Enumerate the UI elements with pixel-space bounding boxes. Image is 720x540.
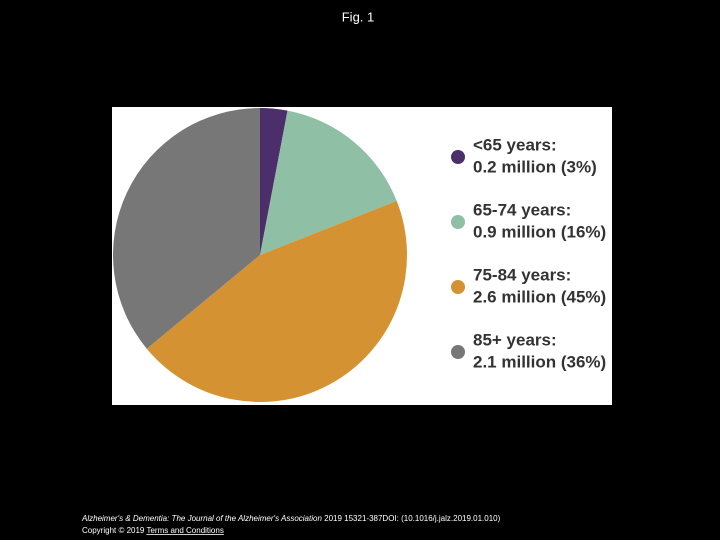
value-label: 2.6 million (45%) [473, 287, 606, 306]
legend-marker [451, 150, 465, 164]
legend-marker [451, 280, 465, 294]
legend-marker [451, 345, 465, 359]
value-label: 0.2 million (3%) [473, 157, 597, 176]
pie-slice [113, 108, 260, 349]
pie [113, 108, 407, 402]
terms-link[interactable]: Terms and Conditions [146, 526, 223, 535]
pie-slice [146, 200, 407, 402]
legend: <65 years: 0.2 million (3%) 65-74 years: 0.… [451, 135, 606, 371]
legend-label: <65 years: [473, 135, 557, 154]
legend-marker [451, 215, 465, 229]
journal: Alzheimer's & Dementia: The Journal of t… [81, 514, 322, 523]
copyright-line: Copyright © 2019 Terms and Conditions [82, 526, 224, 535]
slide-title: Fig. 1 [342, 9, 375, 24]
value-label: 0.9 million (16%) [473, 222, 606, 241]
pie-slice [260, 110, 397, 255]
legend-label: 65-74 years: [473, 200, 571, 219]
citation-details: 2019 15321-387DOI: (10.1016/j.jalz.2019.… [324, 514, 500, 523]
legend-label: 75-84 years: [473, 265, 571, 284]
citation: Alzheimer's & Dementia: The Journal of t… [81, 514, 501, 523]
pie-slice [260, 108, 288, 255]
value-label: 2.1 million (36%) [473, 352, 606, 371]
legend-label: 85+ years: [473, 330, 557, 349]
copyright: Copyright © 2019 [82, 526, 145, 535]
